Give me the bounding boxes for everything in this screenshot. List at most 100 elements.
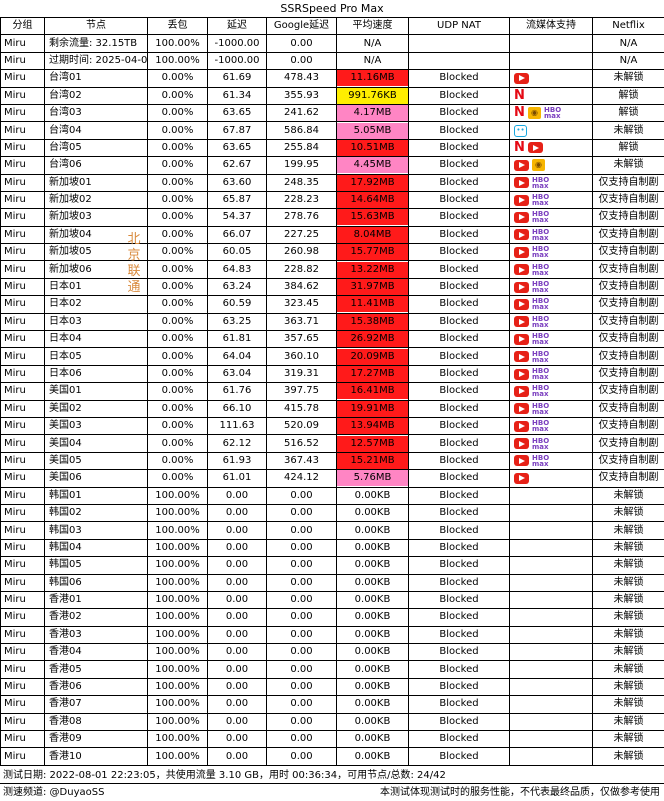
row-udp-nat: Blocked — [409, 591, 510, 608]
row-group: Miru — [1, 522, 45, 539]
speed-value: 8.04MB — [337, 227, 408, 243]
row-speed: 0.00KB — [337, 713, 409, 730]
row-streaming — [510, 748, 593, 765]
youtube-icon — [514, 299, 529, 310]
row-udp-nat: Blocked — [409, 731, 510, 748]
youtube-icon — [514, 473, 529, 484]
youtube-icon — [514, 421, 529, 432]
row-streaming — [510, 52, 593, 69]
speed-value: 991.76KB — [337, 88, 408, 104]
row-delay: 62.67 — [208, 157, 267, 174]
row-speed: 0.00KB — [337, 748, 409, 765]
row-netflix: 仅支持自制剧 — [593, 383, 664, 400]
row-streaming — [510, 678, 593, 695]
row-streaming — [510, 504, 593, 521]
row-node: 香港03 — [45, 626, 148, 643]
speed-value: 13.22MB — [337, 262, 408, 278]
row-udp-nat: Blocked — [409, 435, 510, 452]
row-group: Miru — [1, 383, 45, 400]
row-streaming — [510, 70, 593, 87]
row-udp-nat: Blocked — [409, 539, 510, 556]
row-delay: 66.07 — [208, 226, 267, 243]
row-speed: 14.64MB — [337, 191, 409, 208]
row-node: 韩国05 — [45, 557, 148, 574]
row-udp-nat: Blocked — [409, 557, 510, 574]
row-group: Miru — [1, 696, 45, 713]
row-loss: 100.00% — [148, 52, 208, 69]
row-streaming — [510, 626, 593, 643]
row-netflix: 未解锁 — [593, 661, 664, 678]
channel-text: 测速频道: @DuyaoSS — [3, 784, 104, 801]
row-udp-nat: Blocked — [409, 226, 510, 243]
row-delay: 64.83 — [208, 261, 267, 278]
row-node: 美国05 — [45, 452, 148, 469]
row-google-delay: 586.84 — [267, 122, 337, 139]
row-group: Miru — [1, 278, 45, 295]
row-google-delay: 199.95 — [267, 157, 337, 174]
row-loss: 100.00% — [148, 748, 208, 765]
row-udp-nat: Blocked — [409, 626, 510, 643]
row-speed: 15.77MB — [337, 244, 409, 261]
row-delay: 61.34 — [208, 87, 267, 104]
row-streaming — [510, 731, 593, 748]
row-node: 新加坡03 — [45, 209, 148, 226]
row-netflix: 仅支持自制剧 — [593, 209, 664, 226]
row-streaming: N — [510, 139, 593, 156]
youtube-icon — [514, 177, 529, 188]
speed-value: 0.00KB — [337, 644, 408, 660]
row-node: 日本02 — [45, 296, 148, 313]
row-loss: 100.00% — [148, 661, 208, 678]
row-node: 美国01 — [45, 383, 148, 400]
row-group: Miru — [1, 539, 45, 556]
row-group: Miru — [1, 122, 45, 139]
row-udp-nat — [409, 35, 510, 52]
table-header-row: 分组 节点 丢包 延迟 Google延迟 平均速度 UDP NAT 流媒体支持 … — [1, 18, 664, 35]
row-streaming — [510, 644, 593, 661]
row-speed: 5.76MB — [337, 470, 409, 487]
row-udp-nat: Blocked — [409, 313, 510, 330]
row-loss: 100.00% — [148, 678, 208, 695]
row-speed: 26.92MB — [337, 331, 409, 348]
row-udp-nat: Blocked — [409, 296, 510, 313]
row-speed: 991.76KB — [337, 87, 409, 104]
row-node: 日本05 — [45, 348, 148, 365]
row-delay: 54.37 — [208, 209, 267, 226]
row-group: Miru — [1, 452, 45, 469]
row-group: Miru — [1, 609, 45, 626]
row-loss: 100.00% — [148, 626, 208, 643]
row-netflix: 未解锁 — [593, 504, 664, 521]
row-netflix: 未解锁 — [593, 557, 664, 574]
row-loss: 0.00% — [148, 244, 208, 261]
speed-value: 4.17MB — [337, 105, 408, 121]
test-info: 测试日期: 2022-08-01 22:23:05，共使用流量 3.10 GB，… — [3, 768, 663, 783]
row-delay: 66.10 — [208, 400, 267, 417]
row-delay: 63.24 — [208, 278, 267, 295]
row-loss: 100.00% — [148, 609, 208, 626]
row-delay: 0.00 — [208, 522, 267, 539]
row-delay: 65.87 — [208, 191, 267, 208]
row-udp-nat: Blocked — [409, 331, 510, 348]
row-speed: N/A — [337, 35, 409, 52]
speed-value: 17.92MB — [337, 175, 408, 191]
row-delay: 0.00 — [208, 731, 267, 748]
row-loss: 0.00% — [148, 435, 208, 452]
row-netflix: 解锁 — [593, 87, 664, 104]
